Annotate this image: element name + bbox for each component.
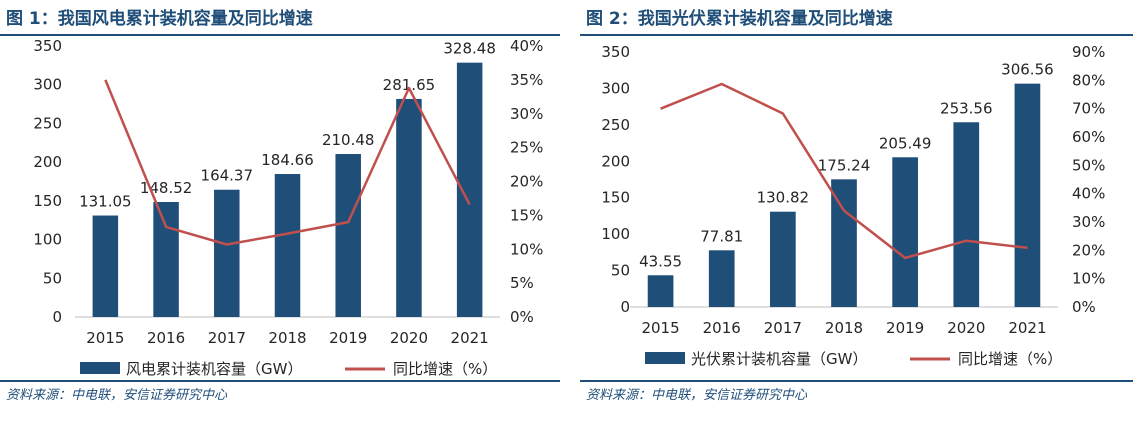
solar-x-tick: 2017	[764, 319, 802, 337]
solar-x-tick: 2018	[825, 319, 863, 337]
wind-bar	[153, 202, 179, 317]
solar-chart: 0 50 100 150 200 250 300 350 0% 10% 20% 30% 40% 50% 60…	[601, 43, 1105, 368]
wind-source-rule	[0, 380, 560, 382]
solar-bar-label: 77.81	[700, 227, 743, 245]
solar-y-left-tick: 250	[601, 116, 630, 134]
solar-y-right-tick: 60%	[1072, 128, 1105, 146]
wind-y-left-tick: 150	[33, 192, 62, 210]
wind-y-right-tick: 15%	[510, 206, 543, 224]
wind-y-right-tick: 30%	[510, 105, 543, 123]
solar-x-tick: 2016	[703, 319, 741, 337]
wind-y-left-tick: 50	[43, 269, 62, 287]
solar-x-tick: 2019	[886, 319, 924, 337]
wind-y-right-tick: 40%	[510, 37, 543, 55]
solar-bar	[892, 157, 918, 307]
wind-bar-label: 210.48	[322, 131, 375, 149]
solar-y-left-tick: 100	[601, 225, 630, 243]
solar-bar-label: 306.56	[1001, 61, 1054, 79]
solar-y-left-tick: 150	[601, 189, 630, 207]
solar-bar	[831, 179, 857, 307]
solar-x-tick: 2020	[947, 319, 985, 337]
wind-bar	[214, 189, 240, 317]
solar-y-left-tick: 50	[611, 262, 630, 280]
solar-y-right-tick: 70%	[1072, 100, 1105, 118]
solar-title-rule	[580, 34, 1133, 36]
wind-x-tick: 2021	[451, 329, 489, 347]
wind-y-left-tick: 350	[33, 37, 62, 55]
wind-legend-line-label: 同比增速（%）	[393, 360, 497, 376]
wind-growth-line	[104, 79, 471, 246]
wind-chart: 0 50 100 150 200 250 300 350 0% 5% 10% 15% 20% 25% 30%…	[33, 37, 543, 376]
wind-y-left-tick: 200	[33, 153, 62, 171]
wind-legend-bar-label: 风电累计装机容量（GW）	[126, 360, 302, 376]
wind-y-right-tick: 5%	[510, 274, 534, 292]
solar-y-left-tick: 0	[620, 298, 630, 316]
solar-x-tick: 2015	[641, 319, 679, 337]
solar-y-right-tick: 0%	[1072, 298, 1096, 316]
wind-chart-panel: 图 1：我国风电累计装机容量及同比增速 0 50 100 150 200 250 300 35…	[0, 0, 560, 430]
wind-chart-title: 图 1：我国风电累计装机容量及同比增速	[6, 9, 313, 29]
solar-chart-title: 图 2：我国光伏累计装机容量及同比增速	[586, 9, 893, 29]
solar-y-right-tick: 80%	[1072, 71, 1105, 89]
solar-chart-panel: 图 2：我国光伏累计装机容量及同比增速 0 50 100 150 200 250 300 35…	[580, 0, 1133, 430]
wind-y-left-tick: 0	[52, 308, 62, 326]
wind-x-tick: 2020	[390, 329, 428, 347]
solar-source-rule	[580, 380, 1133, 382]
solar-y-right-tick: 90%	[1072, 43, 1105, 61]
wind-y-right-tick: 25%	[510, 139, 543, 157]
wind-y-left-tick: 100	[33, 231, 62, 249]
solar-y-left-tick: 350	[601, 43, 630, 61]
wind-x-tick: 2019	[329, 329, 367, 347]
wind-chart-source: 资料来源：中电联，安信证券研究中心	[6, 388, 228, 403]
solar-bar	[647, 275, 674, 307]
solar-bar-label: 205.49	[879, 134, 932, 152]
solar-bar	[708, 250, 735, 307]
solar-bar-label: 43.55	[639, 252, 682, 270]
solar-y-right-tick: 10%	[1072, 270, 1105, 288]
solar-legend-bar-label: 光伏累计装机容量（GW）	[691, 350, 867, 368]
wind-bar	[92, 215, 119, 317]
wind-x-tick: 2018	[268, 329, 306, 347]
wind-y-right-tick: 20%	[510, 173, 543, 191]
solar-chart-source: 资料来源：中电联，安信证券研究中心	[586, 388, 808, 403]
solar-bar	[953, 122, 980, 307]
wind-legend-bar-swatch	[80, 362, 120, 374]
solar-y-right-tick: 30%	[1072, 213, 1105, 231]
wind-bar-label: 164.37	[201, 167, 254, 185]
wind-y-right-tick: 35%	[510, 71, 543, 89]
solar-bar	[1014, 83, 1041, 307]
solar-x-tick: 2021	[1008, 319, 1046, 337]
solar-bar-label: 130.82	[757, 189, 810, 207]
solar-y-left-tick: 300	[601, 79, 630, 97]
solar-legend-bar-swatch	[645, 352, 685, 364]
wind-y-right-tick: 10%	[510, 240, 543, 258]
solar-bar-label: 175.24	[818, 156, 871, 174]
wind-y-right-tick: 0%	[510, 308, 534, 326]
wind-bar-label: 131.05	[79, 193, 132, 211]
wind-x-tick: 2016	[147, 329, 185, 347]
wind-bar-label: 328.48	[443, 40, 496, 58]
solar-y-right-tick: 20%	[1072, 241, 1105, 259]
wind-x-tick: 2017	[208, 329, 246, 347]
wind-bar	[335, 154, 361, 317]
solar-y-left-tick: 200	[601, 152, 630, 170]
wind-y-left-tick: 300	[33, 76, 62, 94]
wind-bar-label: 281.65	[383, 76, 436, 94]
solar-bar	[770, 211, 796, 307]
solar-y-right-tick: 40%	[1072, 185, 1105, 203]
wind-bar	[396, 98, 422, 317]
solar-y-right-tick: 50%	[1072, 156, 1105, 174]
wind-y-left-tick: 250	[33, 114, 62, 132]
wind-bar-label: 184.66	[261, 151, 314, 169]
solar-growth-line	[660, 82, 1028, 260]
solar-bar-label: 253.56	[940, 99, 993, 117]
wind-x-tick: 2015	[86, 329, 124, 347]
wind-title-rule	[0, 34, 560, 36]
solar-legend-line-label: 同比增速（%）	[958, 350, 1062, 368]
wind-bar	[274, 174, 301, 317]
